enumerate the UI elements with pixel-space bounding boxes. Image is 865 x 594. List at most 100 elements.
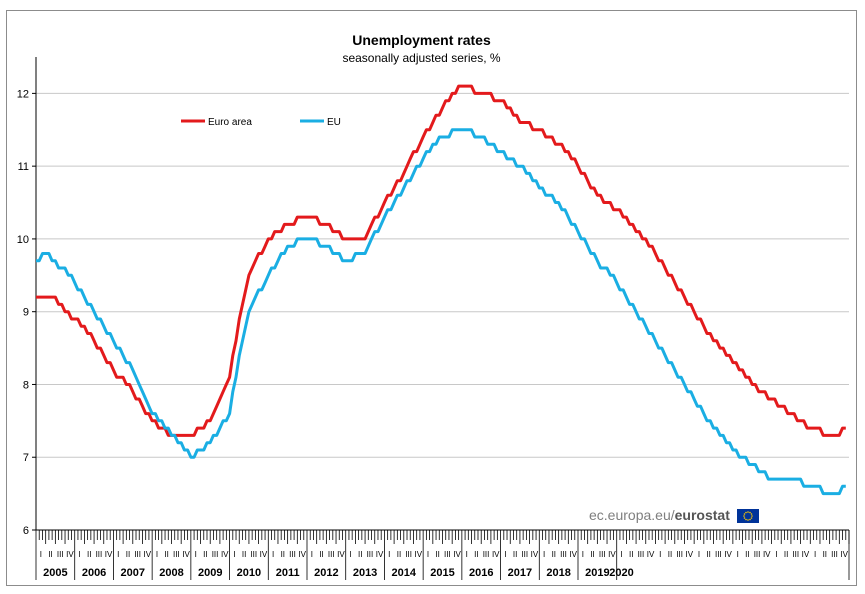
quarter-label: II [552,550,556,559]
quarter-label: IV [337,550,345,559]
quarter-label: III [173,550,180,559]
quarter-label: II [164,550,168,559]
quarter-label: I [78,550,80,559]
quarter-label: III [599,550,606,559]
quarter-label: I [698,550,700,559]
quarter-label: I [117,550,119,559]
eurostat-watermark: ec.europa.eu/eurostat [589,507,759,523]
quarter-label: IV [608,550,616,559]
quarter-label: I [659,550,661,559]
year-label-2014: 2014 [392,567,417,579]
ytick-label-9: 9 [23,307,29,319]
quarter-label: IV [763,550,771,559]
chart-frame [6,10,857,586]
quarter-label: I [620,550,622,559]
year-label-2008: 2008 [159,567,183,579]
year-label-2006: 2006 [82,567,106,579]
quarter-label: I [427,550,429,559]
quarter-label: I [156,550,158,559]
year-label-2007: 2007 [121,567,145,579]
year-label-2005: 2005 [43,567,67,579]
quarter-label: I [582,550,584,559]
quarter-label: II [242,550,246,559]
year-label-2011: 2011 [276,567,300,579]
quarter-label: IV [66,550,74,559]
ytick-label-6: 6 [23,525,29,537]
quarter-label: II [706,550,710,559]
quarter-label: I [40,550,42,559]
quarter-label: III [521,550,528,559]
quarter-label: III [289,550,296,559]
quarter-label: III [483,550,490,559]
year-label-2017: 2017 [508,567,532,579]
quarter-label: II [513,550,517,559]
quarter-label: IV [569,550,577,559]
year-label-2020: 2020 [609,567,633,579]
chart-title: Unemployment rates [352,32,491,48]
legend-label-1: EU [327,117,341,128]
quarter-label: II [590,550,594,559]
quarter-label: III [405,550,412,559]
quarter-label: I [233,550,235,559]
quarter-label: IV [260,550,268,559]
quarter-label: III [560,550,567,559]
quarter-label: II [474,550,478,559]
quarter-label: III [715,550,722,559]
quarter-label: I [388,550,390,559]
quarter-label: IV [453,550,461,559]
quarter-label: I [775,550,777,559]
quarter-label: II [126,550,130,559]
year-label-2018: 2018 [546,567,570,579]
quarter-label: I [504,550,506,559]
chart-subtitle: seasonally adjusted series, % [342,51,501,65]
quarter-label: I [272,550,274,559]
y-axis: 6 7 8 9 10 11 12 [17,57,37,537]
quarter-label: II [319,550,323,559]
quarter-label: I [349,550,351,559]
quarter-label: IV [105,550,113,559]
quarter-label: IV [840,550,848,559]
year-label-2013: 2013 [353,567,377,579]
quarter-label: III [638,550,645,559]
year-label-2019: 2019 [585,567,609,579]
quarter-label: I [814,550,816,559]
quarter-label: II [784,550,788,559]
quarter-label: I [466,550,468,559]
quarter-label: II [48,550,52,559]
ytick-label-10: 10 [17,234,29,246]
quarter-label: IV [376,550,384,559]
quarter-label: III [57,550,64,559]
quarter-label: II [629,550,633,559]
quarter-label: I [543,550,545,559]
ytick-label-8: 8 [23,379,29,391]
quarter-label: IV [415,550,423,559]
quarter-label: III [754,550,761,559]
quarter-label: III [831,550,838,559]
ytick-label-11: 11 [18,161,29,173]
quarter-label: II [823,550,827,559]
quarter-label: IV [144,550,152,559]
legend: Euro area EU [181,117,341,128]
watermark-brand: eurostat [674,507,730,523]
quarter-label: IV [298,550,306,559]
quarter-label: III [367,550,374,559]
quarter-label: II [435,550,439,559]
series-line-eu [36,128,846,496]
year-label-2016: 2016 [469,567,493,579]
quarter-label: IV [492,550,500,559]
quarter-label: III [328,550,335,559]
quarter-label: II [745,550,749,559]
quarter-label: II [358,550,362,559]
quarter-label: IV [221,550,229,559]
quarter-label: III [250,550,257,559]
year-label-2010: 2010 [237,567,261,579]
quarter-label: I [195,550,197,559]
watermark-prefix: ec.europa.eu/ [589,507,675,523]
quarter-label: II [87,550,91,559]
quarter-label: IV [531,550,539,559]
quarter-label: III [792,550,799,559]
eu-flag-icon [736,509,759,523]
gridlines [36,92,849,458]
quarter-label: I [311,550,313,559]
